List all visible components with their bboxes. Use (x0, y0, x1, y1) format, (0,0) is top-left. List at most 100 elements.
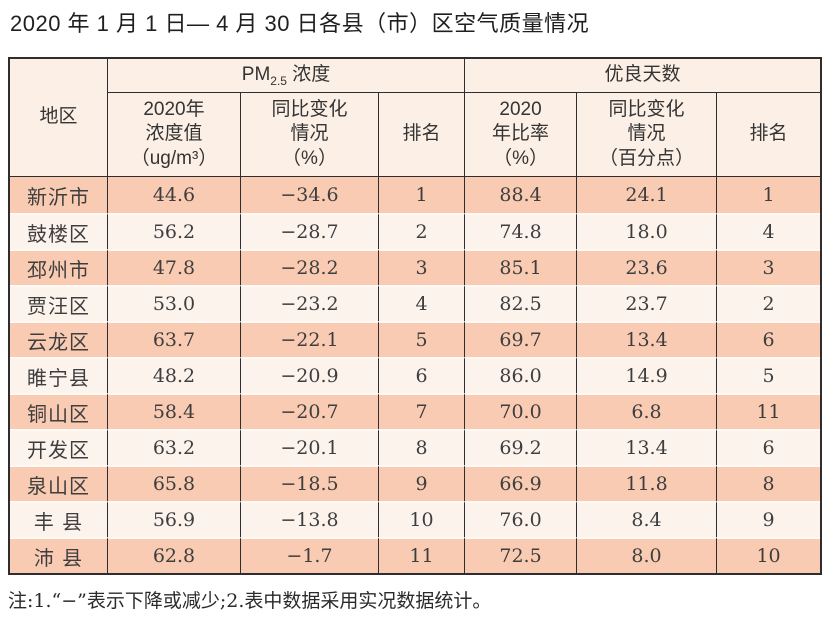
pm-rank-cell: 10 (379, 501, 466, 537)
good-rate-cell: 72.5 (465, 537, 578, 573)
good-change-cell: 13.4 (577, 321, 718, 357)
table-body: 新沂市 44.6 −34.6 1 88.4 24.1 1 鼓楼区 56.2 −28.7 2 74.8 1… (10, 177, 821, 573)
pm-change-cell: −20.1 (241, 429, 379, 465)
header-pm-change: 同比变化 情况 （%） (241, 93, 379, 177)
good-rate-cell: 74.8 (465, 213, 578, 249)
good-rate-cell: 69.7 (465, 321, 578, 357)
pm-value-cell: 48.2 (108, 357, 241, 393)
pm-rank-cell: 11 (379, 537, 466, 573)
header-group-row: 地区 PM2.5 浓度 优良天数 (10, 59, 821, 177)
pm-rank-cell: 7 (379, 393, 466, 429)
pm-rank-cell: 2 (379, 213, 466, 249)
good-rank-cell: 8 (717, 465, 821, 501)
good-change-cell: 24.1 (577, 177, 718, 213)
pm-change-cell: −1.7 (241, 537, 379, 573)
good-rank-cell: 10 (717, 537, 821, 573)
pm-change-cell: −22.1 (241, 321, 379, 357)
region-cell: 邳州市 (10, 249, 108, 285)
good-change-cell: 11.8 (577, 465, 718, 501)
page-title: 2020 年 1 月 1 日— 4 月 30 日各县（市）区空气质量情况 (10, 11, 590, 36)
good-rate-cell: 82.5 (465, 285, 578, 321)
pm-change-cell: −13.8 (241, 501, 379, 537)
pm-change-cell: −28.7 (241, 213, 379, 249)
region-cell: 铜山区 (10, 393, 108, 429)
good-rate-cell: 76.0 (465, 501, 578, 537)
good-change-cell: 8.0 (577, 537, 718, 573)
pm-change-cell: −28.2 (241, 249, 379, 285)
pm-change-cell: −18.5 (241, 465, 379, 501)
pm-subscript: 2.5 (270, 74, 287, 89)
header-good-rank: 排名 (717, 93, 821, 177)
good-rank-cell: 6 (717, 321, 821, 357)
header-sub-row: 2020年 浓度值 （ug/m³） 同比变化 情况 （%） 排名 2020 年比… (10, 93, 821, 177)
header-pm-value: 2020年 浓度值 （ug/m³） (108, 93, 241, 177)
good-change-cell: 13.4 (577, 429, 718, 465)
good-rank-cell: 6 (717, 429, 821, 465)
region-cell: 贾汪区 (10, 285, 108, 321)
pm-change-cell: −20.7 (241, 393, 379, 429)
good-rank-cell: 1 (717, 177, 821, 213)
good-rank-cell: 3 (717, 249, 821, 285)
pm-rank-cell: 1 (379, 177, 466, 213)
header-good-rate: 2020 年比率 （%） (465, 93, 578, 177)
good-rank-cell: 11 (717, 393, 821, 429)
good-rate-cell: 86.0 (465, 357, 578, 393)
good-rate-cell: 88.4 (465, 177, 578, 213)
pm-value-cell: 62.8 (108, 537, 241, 573)
pm-change-cell: −20.9 (241, 357, 379, 393)
good-change-cell: 6.8 (577, 393, 718, 429)
table-row: 沛 县 62.8 −1.7 11 72.5 8.0 10 (10, 537, 821, 573)
pm-change-cell: −23.2 (241, 285, 379, 321)
good-change-cell: 8.4 (577, 501, 718, 537)
good-rank-cell: 9 (717, 501, 821, 537)
table-header: 地区 PM2.5 浓度 优良天数 2020年 浓度值 （ug/m³） 同比变化 … (10, 59, 821, 177)
good-change-cell: 14.9 (577, 357, 718, 393)
header-pm-rank: 排名 (379, 93, 466, 177)
region-cell: 开发区 (10, 429, 108, 465)
good-rank-cell: 4 (717, 213, 821, 249)
pm-value-cell: 58.4 (108, 393, 241, 429)
table-row: 鼓楼区 56.2 −28.7 2 74.8 18.0 4 (10, 213, 821, 249)
pm-value-cell: 53.0 (108, 285, 241, 321)
table-row: 丰 县 56.9 −13.8 10 76.0 8.4 9 (10, 501, 821, 537)
table-row: 云龙区 63.7 −22.1 5 69.7 13.4 6 (10, 321, 821, 357)
table-row: 铜山区 58.4 −20.7 7 70.0 6.8 11 (10, 393, 821, 429)
air-quality-table: 地区 PM2.5 浓度 优良天数 2020年 浓度值 （ug/m³） 同比变化 … (8, 57, 823, 575)
pm-value-cell: 56.2 (108, 213, 241, 249)
good-rate-cell: 69.2 (465, 429, 578, 465)
header-region: 地区 (10, 59, 108, 177)
table-row: 睢宁县 48.2 −20.9 6 86.0 14.9 5 (10, 357, 821, 393)
pm-value-cell: 65.8 (108, 465, 241, 501)
table-row: 开发区 63.2 −20.1 8 69.2 13.4 6 (10, 429, 821, 465)
region-cell: 沛 县 (10, 537, 108, 573)
region-cell: 泉山区 (10, 465, 108, 501)
pm-value-cell: 47.8 (108, 249, 241, 285)
region-cell: 新沂市 (10, 177, 108, 213)
header-good-change: 同比变化 情况 （百分点） (577, 93, 718, 177)
header-good-days-group: 优良天数 (465, 59, 821, 93)
pm-rank-cell: 4 (379, 285, 466, 321)
good-rank-cell: 2 (717, 285, 821, 321)
footnote: 注:1.“−”表示下降或减少;2.表中数据采用实况数据统计。 (8, 590, 492, 612)
good-rate-cell: 70.0 (465, 393, 578, 429)
pm-rank-cell: 3 (379, 249, 466, 285)
pm-suffix: 浓度 (286, 64, 331, 86)
good-rate-cell: 66.9 (465, 465, 578, 501)
pm-rank-cell: 5 (379, 321, 466, 357)
region-cell: 睢宁县 (10, 357, 108, 393)
table-row: 邳州市 47.8 −28.2 3 85.1 23.6 3 (10, 249, 821, 285)
good-change-cell: 23.7 (577, 285, 718, 321)
pm-value-cell: 63.2 (108, 429, 241, 465)
good-rate-cell: 85.1 (465, 249, 578, 285)
pm-value-cell: 63.7 (108, 321, 241, 357)
table-row: 贾汪区 53.0 −23.2 4 82.5 23.7 2 (10, 285, 821, 321)
table-row: 新沂市 44.6 −34.6 1 88.4 24.1 1 (10, 177, 821, 213)
region-cell: 云龙区 (10, 321, 108, 357)
good-change-cell: 23.6 (577, 249, 718, 285)
table-row: 泉山区 65.8 −18.5 9 66.9 11.8 8 (10, 465, 821, 501)
region-cell: 丰 县 (10, 501, 108, 537)
good-change-cell: 18.0 (577, 213, 718, 249)
pm-change-cell: −34.6 (241, 177, 379, 213)
pm-value-cell: 44.6 (108, 177, 241, 213)
